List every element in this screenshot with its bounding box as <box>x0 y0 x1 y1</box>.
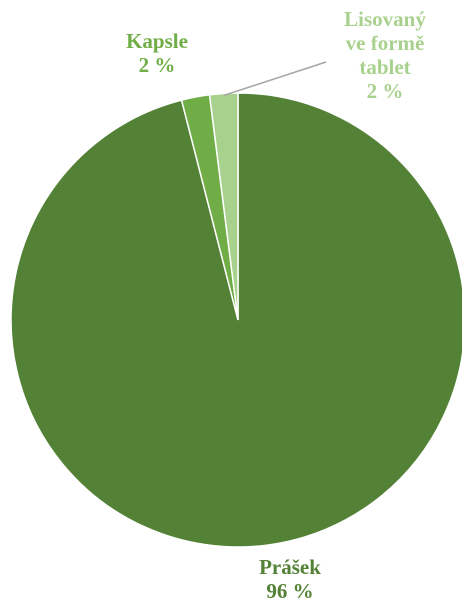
pie-slice-1 <box>10 92 462 548</box>
leader-line <box>223 61 327 97</box>
pie-slice-3 <box>208 92 239 321</box>
category-label: Prášek <box>259 555 321 579</box>
category-label: tablet <box>359 55 410 79</box>
value-label: 2 % <box>139 53 176 77</box>
pie-slices <box>10 92 462 548</box>
category-label: Kapsle <box>126 29 188 53</box>
value-label: 2 % <box>367 79 404 103</box>
category-label: ve formě <box>346 31 425 55</box>
value-label: 96 % <box>266 579 313 603</box>
category-label: Lisovaný <box>344 7 426 31</box>
